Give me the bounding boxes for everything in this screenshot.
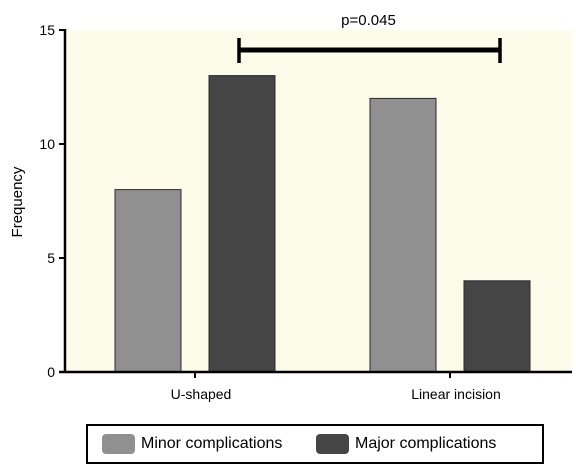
- x-tick-label: U-shaped: [171, 386, 232, 402]
- legend-swatch-minor: [102, 434, 135, 454]
- legend-label-minor: Minor complications: [141, 435, 283, 452]
- bar-minor-1: [369, 97, 437, 373]
- y-ticks-group: 0 5 10 15: [39, 22, 65, 380]
- bars-group: [114, 75, 531, 373]
- legend-label-major: Major complications: [355, 435, 497, 452]
- legend-item-major: Major complications: [316, 434, 496, 454]
- y-tick-label: 5: [47, 250, 55, 266]
- bar-minor-0: [114, 189, 182, 373]
- bar-major-1: [463, 280, 531, 373]
- p-value-label: p=0.045: [341, 12, 396, 29]
- x-tick-label: Linear incision: [411, 386, 501, 402]
- bar-major-0: [208, 75, 276, 373]
- x-ticks-group: U-shaped Linear incision: [171, 372, 501, 402]
- legend-item-minor: Minor complications: [102, 434, 282, 454]
- significance-bracket: p=0.045: [237, 12, 502, 63]
- chart: 0 5 10 15 U-shaped Linear incision Frequency…: [9, 12, 572, 402]
- y-tick-label: 10: [39, 136, 55, 152]
- legend: Minor complications Major complications: [86, 424, 544, 464]
- y-axis-label: Frequency: [9, 166, 26, 237]
- y-tick-label: 0: [47, 364, 55, 380]
- y-tick-label: 15: [39, 22, 55, 38]
- legend-swatch-major: [316, 434, 349, 454]
